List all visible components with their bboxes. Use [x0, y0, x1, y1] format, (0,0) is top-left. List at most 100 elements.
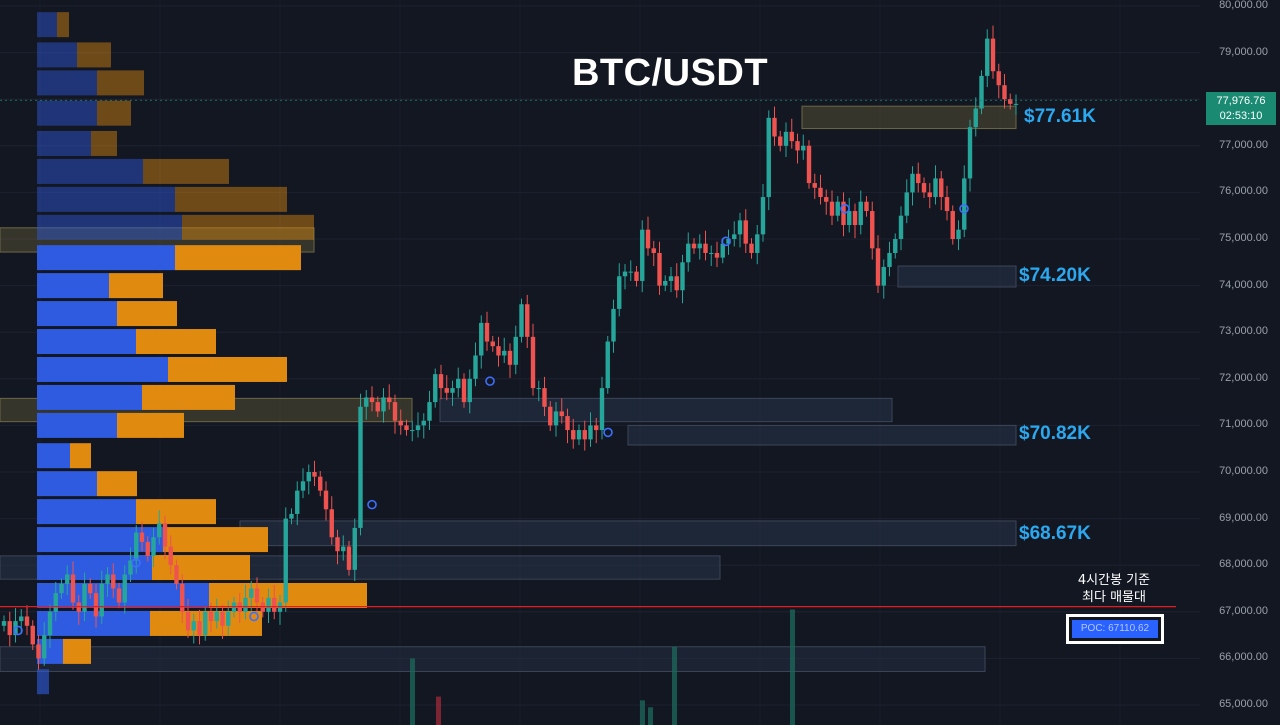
profile-buy-bar: [37, 130, 91, 156]
candle-body: [680, 262, 685, 291]
candle-body: [927, 192, 932, 198]
candle-body: [168, 546, 173, 566]
candle-body: [766, 117, 771, 198]
candle-body: [519, 304, 524, 337]
candle-body: [249, 588, 254, 598]
candle-body: [1013, 103, 1019, 105]
profile-buy-bar: [37, 329, 136, 355]
pivot-marker: [485, 376, 495, 386]
volume-bar: [790, 609, 795, 725]
candle-body: [709, 252, 714, 254]
candle-body: [387, 397, 392, 403]
profile-sell-bar: [117, 301, 177, 327]
candle-body: [473, 355, 478, 379]
candle-body: [266, 597, 271, 612]
candle-body: [433, 374, 438, 403]
y-tick-label: 76,000.00: [1219, 185, 1268, 198]
candle-body: [697, 243, 702, 249]
candle-body: [82, 583, 87, 612]
candle-body: [513, 336, 518, 365]
pivot-marker: [367, 499, 377, 510]
volume-bar: [436, 696, 441, 725]
candle-body: [502, 350, 507, 356]
candle-body: [772, 117, 777, 137]
volume-bar: [648, 707, 653, 725]
profile-buy-bar: [37, 42, 77, 68]
candle-body: [720, 243, 725, 258]
candle-body: [576, 430, 582, 440]
profile-sell-bar: [136, 329, 216, 355]
candle-body: [737, 220, 743, 235]
candle-body: [220, 611, 225, 626]
candle-body: [996, 71, 1001, 86]
candle-body: [484, 322, 490, 342]
candle-body: [59, 583, 64, 594]
candle-body: [812, 183, 817, 188]
candle-body: [42, 635, 47, 659]
candle-body: [835, 201, 840, 216]
y-tick-label: 65,000.00: [1219, 698, 1268, 710]
profile-sell-bar: [77, 42, 111, 68]
pivot-marker: [959, 203, 969, 214]
candle-body: [1008, 99, 1013, 104]
poc-annotation: 4시간봉 기준 최다 매물대: [1040, 572, 1188, 606]
candle-body: [829, 201, 835, 216]
zone-box: [0, 646, 986, 672]
pivot-marker: [603, 427, 613, 438]
candle-body: [605, 341, 610, 389]
candle-body: [318, 476, 323, 491]
candle-body: [151, 537, 156, 556]
candle-body: [910, 173, 915, 193]
candle-body: [329, 509, 334, 538]
candle-body: [197, 621, 202, 636]
candle-body: [663, 280, 668, 286]
candle-body: [145, 541, 150, 556]
candle-body: [93, 593, 99, 617]
zone-box: [439, 397, 893, 423]
candle-body: [479, 322, 484, 356]
annotation-line-2: 최다 매물대: [1082, 590, 1146, 605]
candle-body: [450, 388, 455, 393]
y-tick-label: 67,000.00: [1219, 604, 1268, 617]
candle-body: [157, 523, 162, 538]
candle-body: [760, 197, 766, 235]
candle-body: [214, 611, 219, 622]
y-tick-label: 80,000.00: [1219, 0, 1268, 11]
candle-body: [726, 239, 731, 244]
candle-body: [496, 346, 501, 356]
candle-body: [99, 583, 104, 617]
candle-body: [272, 597, 277, 612]
candle-body: [116, 588, 122, 603]
candle-body: [208, 611, 214, 622]
candle-body: [410, 430, 415, 432]
candle-body: [295, 490, 300, 514]
candle-body: [634, 271, 639, 281]
candle-body: [864, 201, 869, 212]
candle-body: [174, 565, 179, 584]
volume-bar: [640, 700, 645, 725]
candle-body: [904, 192, 909, 216]
candle-body: [714, 252, 720, 258]
profile-buy-bar: [37, 555, 152, 581]
profile-buy-bar: [37, 301, 117, 327]
candle-body: [122, 574, 127, 603]
zone-box: [801, 105, 1017, 130]
profile-buy-bar: [37, 471, 97, 497]
pivot-marker: [249, 611, 259, 622]
pivot-marker: [131, 558, 141, 568]
candle-body: [640, 229, 645, 281]
candle-body: [611, 308, 616, 342]
y-tick-label: 70,000.00: [1219, 465, 1268, 477]
pivot-marker: [840, 203, 850, 214]
profile-sell-bar: [109, 273, 163, 299]
profile-sell-bar: [117, 412, 184, 438]
candle-body: [732, 234, 737, 239]
candle-body: [530, 336, 536, 389]
candle-body: [571, 430, 576, 440]
candle-body: [7, 621, 12, 636]
candle-body: [870, 211, 875, 249]
y-tick-label: 66,000.00: [1219, 651, 1268, 664]
candle-body: [806, 145, 812, 184]
candle-body: [19, 616, 24, 622]
